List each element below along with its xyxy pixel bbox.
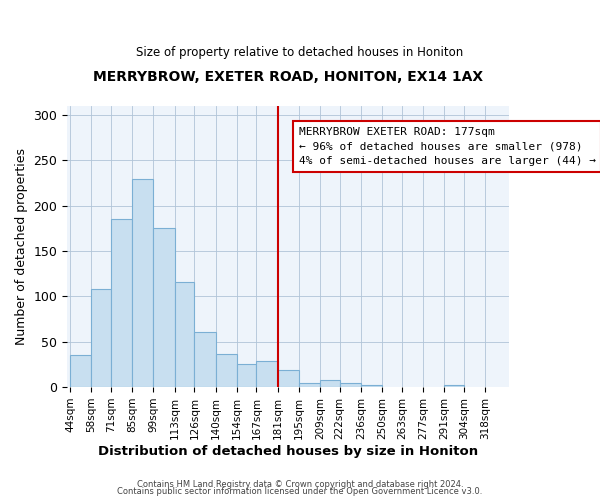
Bar bbox=[444, 386, 464, 387]
Text: Contains HM Land Registry data © Crown copyright and database right 2024.: Contains HM Land Registry data © Crown c… bbox=[137, 480, 463, 489]
Bar bbox=[111, 220, 132, 387]
Bar bbox=[256, 361, 278, 387]
Text: Size of property relative to detached houses in Honiton: Size of property relative to detached ho… bbox=[136, 46, 464, 59]
Bar bbox=[194, 332, 215, 387]
Bar bbox=[154, 228, 175, 387]
Text: MERRYBROW EXETER ROAD: 177sqm
← 96% of detached houses are smaller (978)
4% of s: MERRYBROW EXETER ROAD: 177sqm ← 96% of d… bbox=[299, 127, 596, 166]
Bar bbox=[70, 356, 91, 387]
Bar bbox=[215, 354, 237, 387]
Bar bbox=[361, 386, 382, 387]
Bar bbox=[91, 289, 111, 387]
Bar bbox=[175, 282, 194, 387]
Title: MERRYBROW, EXETER ROAD, HONITON, EX14 1AX: MERRYBROW, EXETER ROAD, HONITON, EX14 1A… bbox=[93, 70, 484, 84]
Bar bbox=[278, 370, 299, 387]
X-axis label: Distribution of detached houses by size in Honiton: Distribution of detached houses by size … bbox=[98, 444, 478, 458]
Bar bbox=[340, 384, 361, 387]
Text: Contains public sector information licensed under the Open Government Licence v3: Contains public sector information licen… bbox=[118, 488, 482, 496]
Bar bbox=[132, 180, 154, 387]
Bar bbox=[299, 384, 320, 387]
Bar bbox=[320, 380, 340, 387]
Y-axis label: Number of detached properties: Number of detached properties bbox=[15, 148, 28, 345]
Bar bbox=[237, 364, 256, 387]
